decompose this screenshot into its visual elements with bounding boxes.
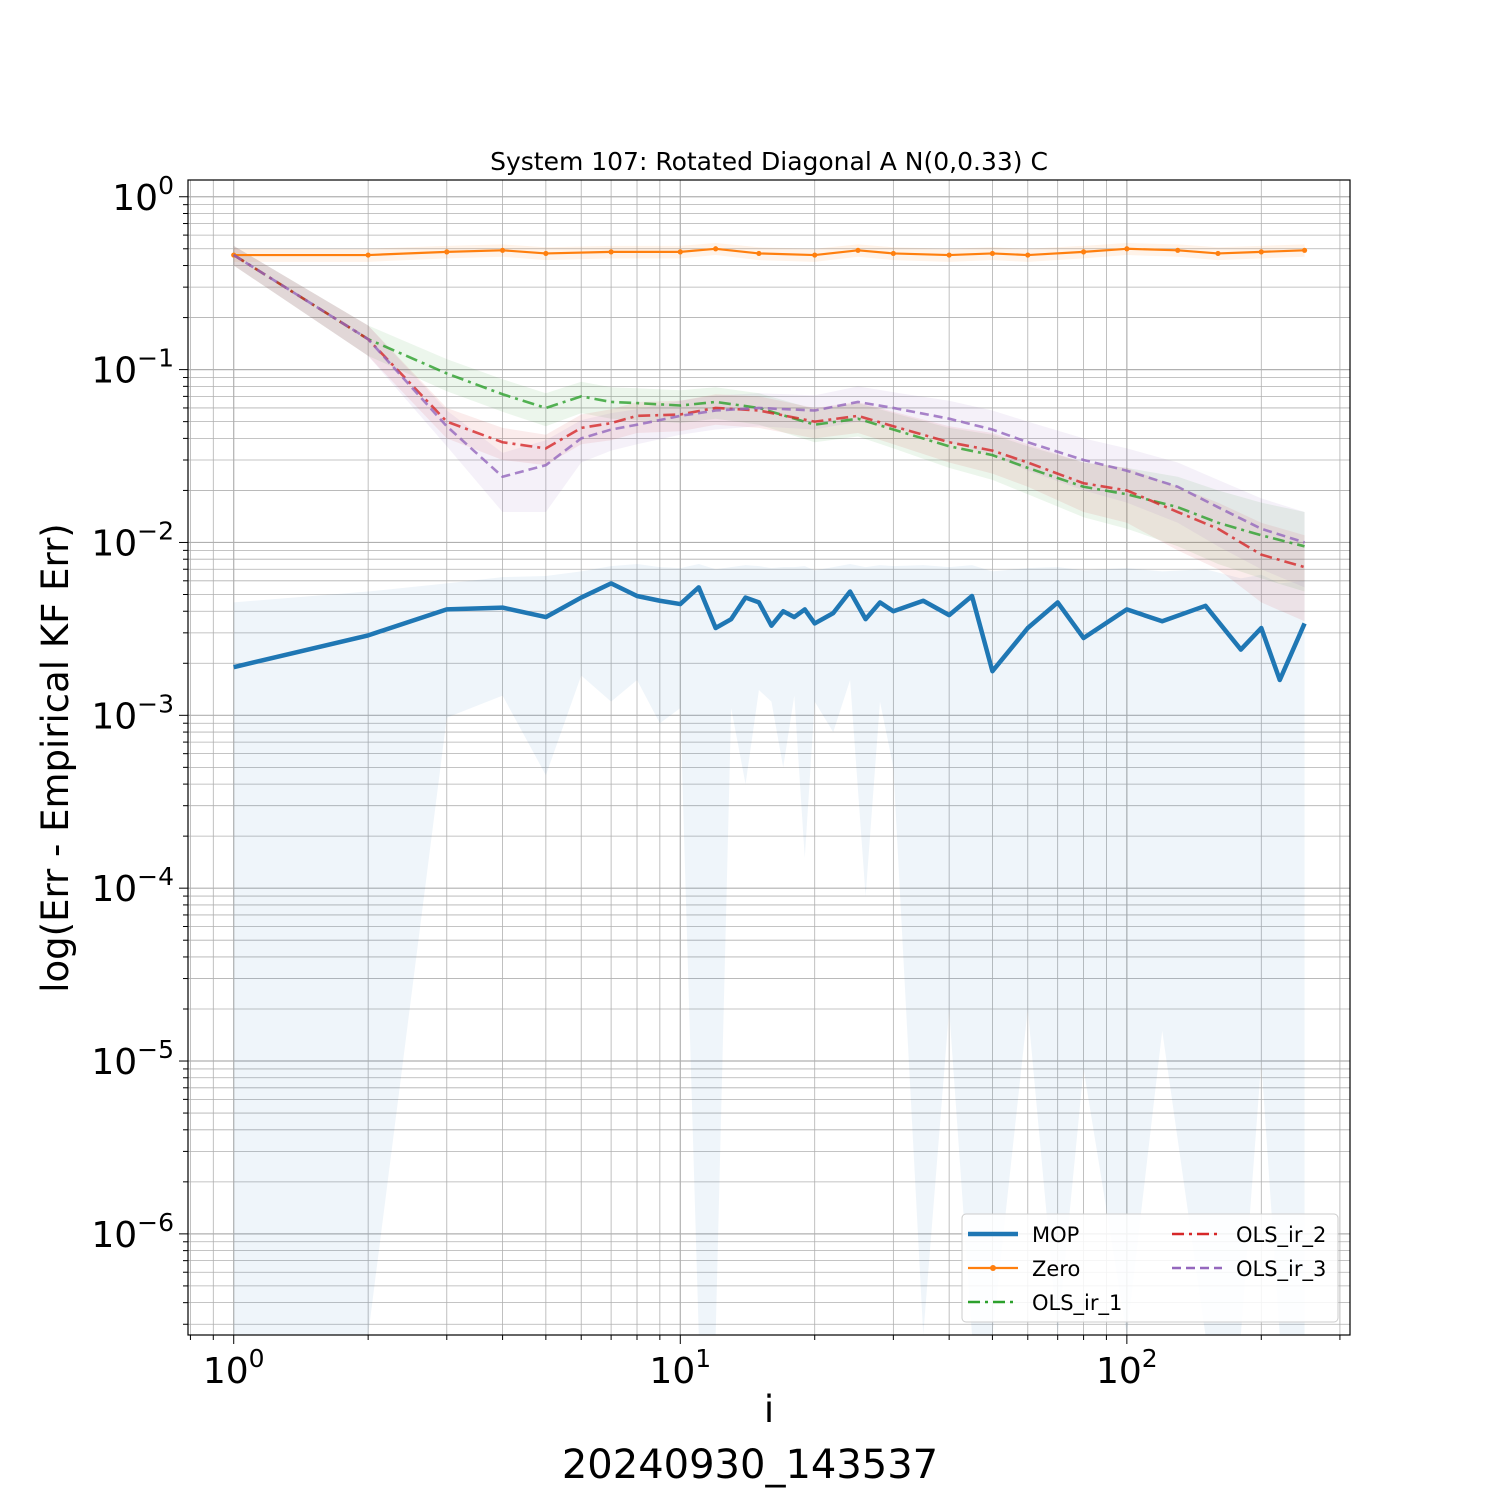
legend-marker <box>990 1265 996 1271</box>
point-zero <box>608 249 614 255</box>
series-line-ols-ir-3 <box>233 253 1305 544</box>
point-zero <box>855 247 861 253</box>
series-line-mop <box>233 581 1307 683</box>
legend-label-ols-ir-3: OLS_ir_3 <box>1236 1257 1326 1282</box>
point-zero <box>543 250 549 257</box>
y-tick-label: 10−1 <box>91 344 174 392</box>
axis-ticks: 100 101 102 100 10−1 10−2 10−3 10−4 10−5 10−6 <box>91 171 1341 1392</box>
point-zero <box>812 252 818 258</box>
point-zero <box>499 247 506 253</box>
legend-label-zero: Zero <box>1032 1257 1080 1281</box>
point-zero <box>677 249 683 255</box>
legend-label-ols-ir-1: OLS_ir_1 <box>1032 1291 1122 1316</box>
y-axis-label: log(Err - Empirical KF Err) <box>34 523 77 993</box>
point-zero <box>756 250 762 257</box>
y-tick-label: 10−6 <box>91 1208 174 1256</box>
band-ols-ir-2 <box>233 245 1305 622</box>
error-bands <box>233 243 1305 1335</box>
point-zero <box>946 252 952 258</box>
point-zero <box>1215 250 1221 257</box>
y-tick-label: 10−5 <box>91 1035 174 1083</box>
x-tick-label: 100 <box>203 1344 265 1392</box>
x-axis-label: i <box>764 1388 774 1431</box>
legend-box <box>961 1213 1339 1323</box>
y-tick-label: 10−2 <box>91 516 174 564</box>
point-zero <box>1301 247 1308 253</box>
legend-label-ols-ir-2: OLS_ir_2 <box>1236 1223 1326 1248</box>
legend: MOP Zero OLS_ir_1 OLS_ir_2 OLS_ir_3 <box>961 1213 1339 1323</box>
chart-title: System 107: Rotated Diagonal A N(0,0.33)… <box>490 147 1048 176</box>
series-line-ols-ir-1 <box>233 253 1305 548</box>
point-zero <box>1080 249 1087 255</box>
point-zero <box>1175 247 1181 253</box>
point-zero <box>1124 246 1130 252</box>
point-zero <box>365 252 371 258</box>
y-tick-label: 10−3 <box>91 689 174 737</box>
point-zero <box>444 249 450 255</box>
y-tick-label: 10−4 <box>91 862 174 910</box>
band-mop <box>233 564 1305 1335</box>
band-ols-ir-1 <box>233 245 1305 592</box>
plot-frame <box>187 179 1351 1336</box>
footer-timestamp: 20240930_143537 <box>562 1442 938 1488</box>
point-zero <box>713 246 719 252</box>
y-tick-label: 100 <box>112 171 174 219</box>
point-zero <box>1025 252 1031 258</box>
point-zero <box>1258 249 1264 255</box>
series-line-ols-ir-2 <box>233 253 1305 569</box>
band-ols-ir-3 <box>233 245 1305 588</box>
series-lines <box>231 246 1308 683</box>
x-tick-label: 102 <box>1096 1344 1158 1392</box>
band-zero <box>233 243 1305 262</box>
legend-label-mop: MOP <box>1032 1223 1079 1247</box>
point-zero <box>989 250 996 257</box>
point-zero <box>890 250 896 257</box>
x-tick-label: 101 <box>649 1344 711 1392</box>
